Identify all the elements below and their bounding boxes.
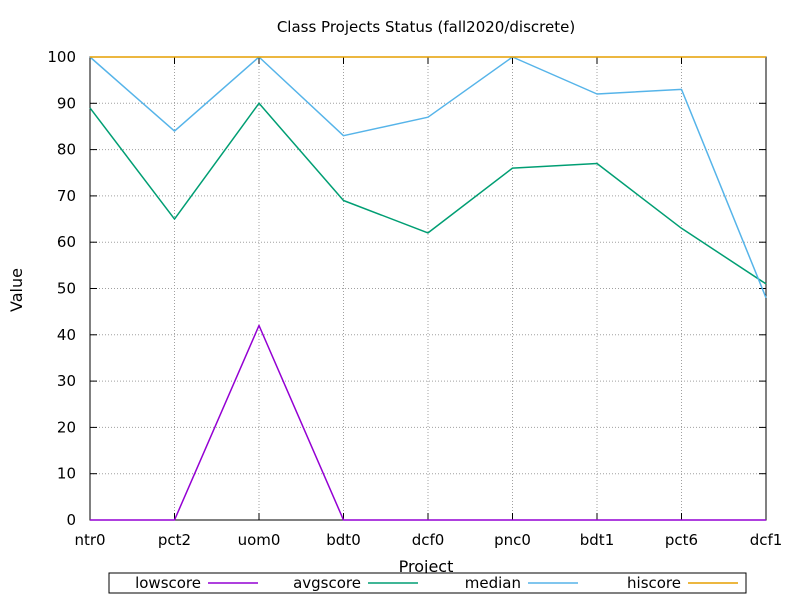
x-tick-label: bdt0 [326, 531, 360, 549]
y-tick-label: 90 [57, 94, 76, 112]
legend-label-median: median [465, 574, 521, 592]
y-tick-label: 100 [47, 48, 76, 66]
x-tick-label: dcf0 [412, 531, 445, 549]
series-line-lowscore [90, 324, 766, 521]
y-tick-label: 10 [57, 465, 76, 483]
series-line-avgscore [89, 102, 767, 285]
legend-label-lowscore: lowscore [135, 574, 201, 592]
x-tick-label: pnc0 [494, 531, 531, 549]
legend: lowscore avgscore median hiscore [108, 572, 747, 594]
y-tick-label: 40 [57, 326, 76, 344]
x-tick-label: uom0 [238, 531, 281, 549]
y-tick-label: 80 [57, 141, 76, 159]
grid [90, 57, 766, 520]
x-tick-label: bdt1 [580, 531, 614, 549]
y-axis-label: Value [7, 268, 26, 312]
x-axis-label: Project [399, 557, 454, 576]
y-tick-label: 30 [57, 372, 76, 390]
ticks: 0 10 20 30 40 50 60 70 80 90 100 ntr0 pct2 uom0 bdt0 dc… [47, 48, 782, 549]
x-tick-label: ntr0 [74, 531, 105, 549]
y-tick-label: 70 [57, 187, 76, 205]
legend-label-hiscore: hiscore [627, 574, 681, 592]
y-tick-label: 50 [57, 280, 76, 298]
legend-box [108, 572, 747, 594]
series-lines [89, 56, 767, 521]
x-tick-label: pct6 [665, 531, 698, 549]
chart-title: Class Projects Status (fall2020/discrete… [277, 18, 575, 36]
y-tick-label: 20 [57, 418, 76, 436]
series-line-median [89, 56, 767, 299]
y-tick-label: 60 [57, 233, 76, 251]
legend-label-avgscore: avgscore [293, 574, 361, 592]
x-tick-label: dcf1 [750, 531, 783, 549]
y-tick-label: 0 [66, 511, 76, 529]
x-tick-label: pct2 [158, 531, 191, 549]
